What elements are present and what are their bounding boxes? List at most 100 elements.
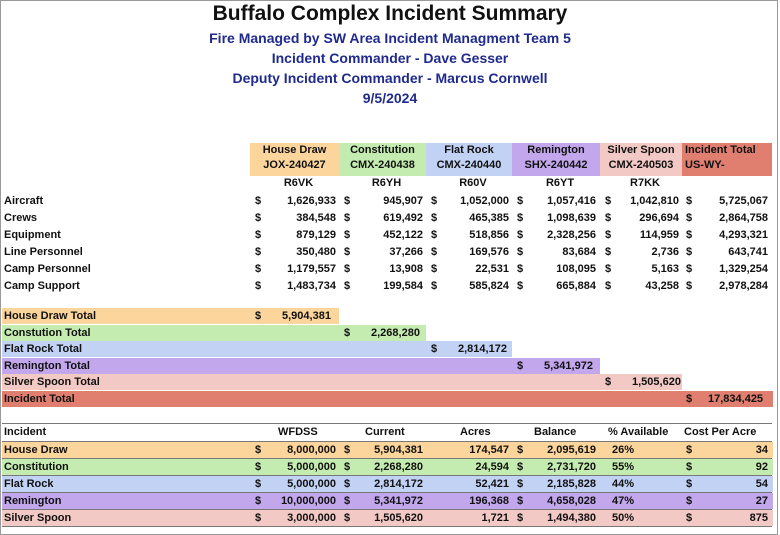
cost-value: 83,684 — [562, 246, 596, 258]
currency-symbol: $ — [255, 512, 262, 524]
total-value: 5,904,381 — [282, 310, 331, 322]
cost-value: 2,978,284 — [719, 280, 768, 292]
incident-name: House Draw — [262, 144, 327, 156]
column-header-flat-rock: Flat Rock CMX-240440 — [426, 143, 512, 176]
currency-symbol: $ — [344, 195, 351, 207]
summary-pct-available: 50% — [612, 512, 635, 524]
cost-value: 37,266 — [389, 246, 423, 258]
summary-balance: 2,731,720 — [547, 461, 596, 473]
currency-symbol: $ — [255, 246, 262, 258]
summary-balance: 4,658,028 — [547, 495, 596, 507]
summary-current: 5,904,381 — [374, 444, 423, 456]
summary-column-header: Cost Per Acre — [684, 426, 757, 438]
incident-name: Remington — [527, 144, 585, 156]
currency-symbol: $ — [517, 246, 524, 258]
summary-row-band — [2, 459, 773, 475]
total-label: Constution Total — [4, 326, 91, 339]
currency-symbol: $ — [255, 263, 262, 275]
currency-symbol: $ — [517, 444, 524, 456]
cost-value: 114,959 — [639, 229, 679, 241]
currency-symbol: $ — [344, 461, 351, 473]
incident-unit-id: R6YT — [545, 177, 575, 189]
summary-pct-available: 44% — [612, 478, 635, 490]
summary-wfdss: 10,000,000 — [280, 495, 336, 507]
summary-row-band — [2, 442, 773, 458]
total-band-silver-spoon — [2, 374, 682, 391]
total-value: 1,505,620 — [632, 376, 681, 389]
summary-incident-name: House Draw — [4, 444, 68, 456]
summary-balance: 2,095,619 — [547, 444, 596, 456]
cost-value: 5,163 — [651, 263, 679, 275]
summary-pct-available: 55% — [612, 461, 635, 473]
subtitle-deputy: Deputy Incident Commander - Marcus Cornw… — [232, 70, 548, 86]
total-label: Silver Spoon Total — [4, 376, 100, 389]
cost-value: 619,492 — [383, 212, 423, 224]
summary-incident-name: Remington — [4, 495, 62, 507]
incident-unit-id: R6YH — [371, 177, 402, 189]
currency-symbol: $ — [431, 229, 438, 241]
currency-symbol: $ — [686, 212, 693, 224]
cost-value: 452,122 — [383, 229, 423, 241]
summary-row-divider — [2, 509, 772, 510]
subtitle-date: 9/5/2024 — [362, 90, 418, 106]
currency-symbol: $ — [517, 263, 524, 275]
summary-current: 2,268,280 — [374, 461, 423, 473]
summary-row-divider — [2, 526, 772, 527]
summary-column-header: WFDSS — [278, 426, 318, 438]
cost-value: 945,907 — [383, 195, 423, 207]
cost-value: 1,626,933 — [287, 195, 336, 207]
total-value: 2,268,280 — [371, 326, 420, 339]
currency-symbol: $ — [255, 444, 262, 456]
summary-wfdss: 5,000,000 — [287, 461, 336, 473]
currency-symbol: $ — [605, 212, 612, 224]
cost-value: 13,908 — [389, 263, 423, 275]
summary-row-divider — [2, 475, 772, 476]
incident-unit-id: R7KK — [630, 177, 660, 189]
currency-symbol: $ — [344, 512, 351, 524]
cost-value: 1,329,254 — [719, 263, 768, 275]
cost-value: 1,052,000 — [460, 195, 509, 207]
currency-symbol: $ — [431, 246, 438, 258]
currency-symbol: $ — [344, 444, 351, 456]
currency-symbol: $ — [431, 212, 438, 224]
currency-symbol: $ — [686, 229, 693, 241]
summary-wfdss: 3,000,000 — [287, 512, 336, 524]
cost-value: 643,741 — [728, 246, 768, 258]
currency-symbol: $ — [255, 212, 262, 224]
cost-value: 1,057,416 — [547, 195, 596, 207]
summary-current: 5,341,972 — [374, 495, 423, 507]
currency-symbol: $ — [431, 263, 438, 275]
currency-symbol: $ — [517, 495, 524, 507]
currency-symbol: $ — [255, 310, 262, 322]
cost-value: 1,483,734 — [287, 280, 336, 292]
summary-wfdss: 8,000,000 — [287, 444, 336, 456]
currency-symbol: $ — [344, 229, 351, 241]
summary-cost-per-acre: 875 — [749, 512, 768, 524]
total-label: Remington Total — [4, 359, 90, 372]
summary-column-header: % Available — [608, 426, 669, 438]
currency-symbol: $ — [517, 512, 524, 524]
incident-code: CMX-240440 — [436, 159, 502, 171]
summary-cost-per-acre: 54 — [755, 478, 768, 490]
currency-symbol: $ — [517, 212, 524, 224]
currency-symbol: $ — [605, 376, 612, 389]
incident-code: CMX-240503 — [608, 159, 674, 171]
currency-symbol: $ — [686, 461, 693, 473]
incident-name: Flat Rock — [444, 144, 494, 156]
total-value: 5,341,972 — [544, 359, 593, 372]
summary-row-divider — [2, 492, 772, 493]
total-band-flat-rock — [2, 341, 512, 358]
cost-value: 2,736 — [651, 246, 679, 258]
column-header-incident-total: Incident Total US-WY- — [682, 143, 772, 176]
incident-code: CMX-240438 — [350, 159, 415, 171]
cost-value: 22,531 — [475, 263, 509, 275]
currency-symbol: $ — [255, 229, 262, 241]
currency-symbol: $ — [344, 495, 351, 507]
cost-value: 4,293,321 — [719, 229, 768, 241]
currency-symbol: $ — [686, 478, 693, 490]
currency-symbol: $ — [605, 195, 612, 207]
summary-cost-per-acre: 92 — [755, 461, 768, 473]
summary-row-band — [2, 493, 773, 509]
total-band-incident-total — [2, 391, 773, 407]
cost-value: 879,129 — [296, 229, 336, 241]
